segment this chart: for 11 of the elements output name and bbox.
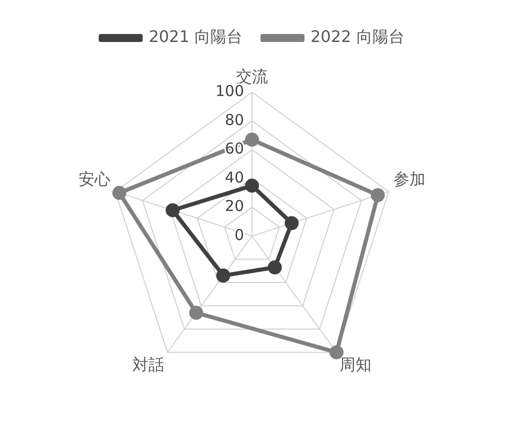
- spoke-label: 交流: [236, 66, 268, 86]
- spoke-label: 対話: [132, 355, 165, 374]
- y-tick-label: 0: [234, 226, 244, 244]
- y-tick-label: 80: [224, 110, 244, 129]
- legend-label: 2021 向陽台: [148, 27, 243, 46]
- spoke-label: 参加: [394, 170, 426, 189]
- y-tick-label: 20: [224, 197, 244, 216]
- legend-label: 2022 向陽台: [310, 27, 404, 46]
- spoke-label: 安心: [78, 170, 110, 189]
- spoke-label: 周知: [339, 355, 372, 374]
- y-tick-label: 40: [224, 168, 244, 186]
